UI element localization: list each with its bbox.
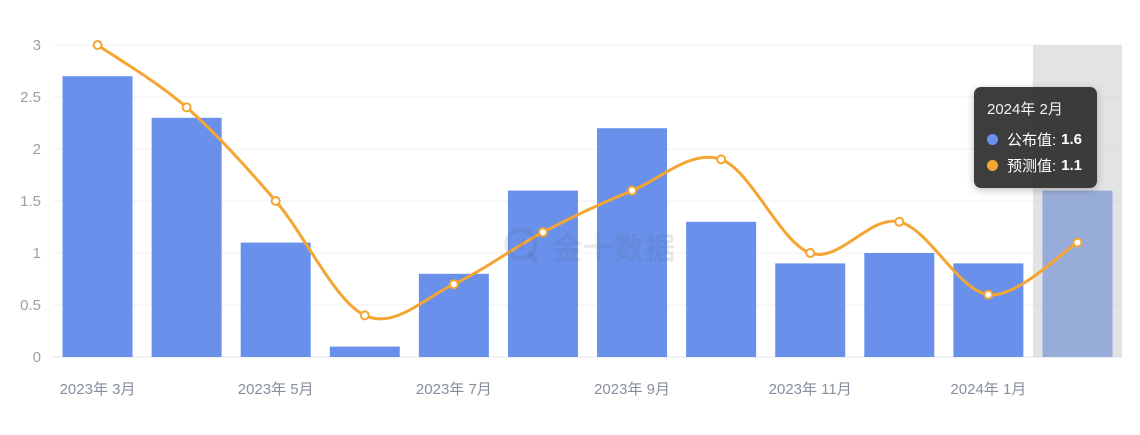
forecast-line bbox=[96, 43, 1079, 321]
x-tick-label: 2023年 7月 bbox=[416, 381, 492, 398]
bar-2023年 3月[interactable] bbox=[62, 76, 133, 357]
bar-2023年 4月[interactable] bbox=[151, 117, 222, 357]
bar-2024年 1月[interactable] bbox=[953, 263, 1024, 357]
bar-2023年 6月[interactable] bbox=[329, 346, 400, 357]
data-point-marker-2023年 3月[interactable] bbox=[92, 40, 103, 50]
y-tick-label: 0.5 bbox=[20, 297, 41, 314]
y-tick-label: 3 bbox=[33, 37, 41, 54]
chart-tooltip: 2024年 2月 公布值: 1.6 预测值: 1.1 bbox=[974, 87, 1098, 188]
x-tick-label: 2024年 1月 bbox=[950, 381, 1026, 398]
data-point-marker-2023年 12月[interactable] bbox=[894, 216, 905, 227]
tooltip-forecast-label: 预测值: bbox=[1007, 158, 1057, 175]
data-point-marker-2024年 2月[interactable] bbox=[1072, 237, 1083, 248]
bar-2023年 12月[interactable] bbox=[864, 253, 935, 357]
data-point-marker-2023年 7月[interactable] bbox=[448, 279, 459, 290]
x-tick-label: 2023年 5月 bbox=[238, 381, 314, 398]
tooltip-published-label: 公布值: bbox=[1007, 132, 1057, 149]
tooltip-published-value: 1.6 bbox=[1061, 131, 1083, 148]
x-tick-label: 2023年 3月 bbox=[60, 381, 136, 398]
tooltip-row-published: 公布值: 1.6 bbox=[987, 129, 1082, 150]
tooltip-row-forecast: 预测值: 1.1 bbox=[987, 155, 1082, 176]
data-point-marker-2023年 4月[interactable] bbox=[181, 102, 192, 113]
data-point-marker-2023年 8月[interactable] bbox=[537, 227, 548, 238]
forecast-series-dot bbox=[987, 160, 998, 171]
y-tick-label: 2.5 bbox=[20, 89, 41, 106]
y-tick-label: 0 bbox=[33, 349, 41, 366]
x-tick-label: 2023年 11月 bbox=[769, 381, 852, 398]
tooltip-title: 2024年 2月 bbox=[987, 101, 1063, 118]
data-point-marker-2023年 5月[interactable] bbox=[270, 196, 281, 206]
data-point-marker-2024年 1月[interactable] bbox=[983, 289, 994, 300]
published-series-dot bbox=[987, 134, 998, 145]
bar-2023年 9月[interactable] bbox=[597, 128, 668, 357]
tooltip-forecast-value: 1.1 bbox=[1061, 157, 1083, 174]
y-tick-label: 1 bbox=[33, 245, 41, 262]
data-point-marker-2023年 6月[interactable] bbox=[359, 310, 370, 321]
data-point-marker-2023年 11月[interactable] bbox=[805, 248, 816, 258]
y-tick-label: 2 bbox=[33, 141, 41, 158]
bar-2023年 11月[interactable] bbox=[775, 263, 846, 357]
x-tick-label: 2023年 9月 bbox=[594, 381, 670, 398]
bar-2023年 10月[interactable] bbox=[686, 221, 757, 357]
bar-2023年 8月[interactable] bbox=[507, 190, 578, 357]
data-point-marker-2023年 10月[interactable] bbox=[716, 154, 727, 165]
bar-2023年 5月[interactable] bbox=[240, 242, 311, 357]
y-tick-label: 1.5 bbox=[20, 193, 41, 210]
data-point-marker-2023年 9月[interactable] bbox=[627, 185, 638, 196]
